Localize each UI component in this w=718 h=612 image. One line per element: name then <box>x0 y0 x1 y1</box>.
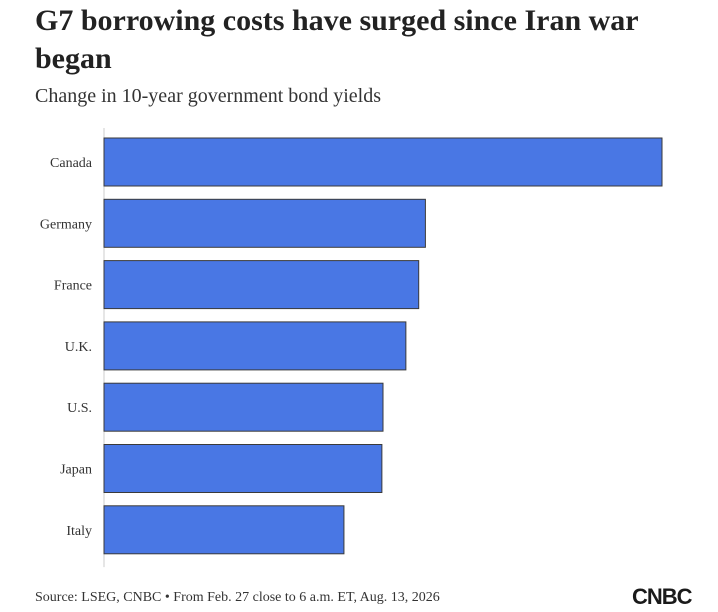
category-label: U.S. <box>67 401 92 416</box>
bar-japan <box>103 444 383 493</box>
category-labels-group: Canada Germany France U.K. U.S. Japan Italy <box>40 156 93 539</box>
category-label: France <box>54 279 92 294</box>
source-note: Source: LSEG, CNBC • From Feb. 27 close … <box>35 590 440 605</box>
bar-france <box>103 260 420 310</box>
bar-u-s <box>103 382 384 432</box>
bar-chart: Canada Germany France U.K. U.S. Japan Italy <box>40 128 663 568</box>
category-label: Italy <box>66 524 92 539</box>
bar-germany <box>103 198 426 248</box>
bar-italy <box>103 505 345 555</box>
category-label: Germany <box>40 217 92 232</box>
category-label: Japan <box>60 463 92 478</box>
category-label: U.K. <box>65 340 92 355</box>
chart-title: G7 borrowing costs have surged since Ira… <box>35 4 639 75</box>
category-label: Canada <box>50 156 93 171</box>
bar-canada <box>103 137 663 187</box>
bars-group <box>103 137 663 555</box>
bar-u-k <box>103 321 407 371</box>
cnbc-logo: CNBC <box>632 584 693 609</box>
chart-subtitle: Change in 10-year government bond yields <box>35 85 382 107</box>
